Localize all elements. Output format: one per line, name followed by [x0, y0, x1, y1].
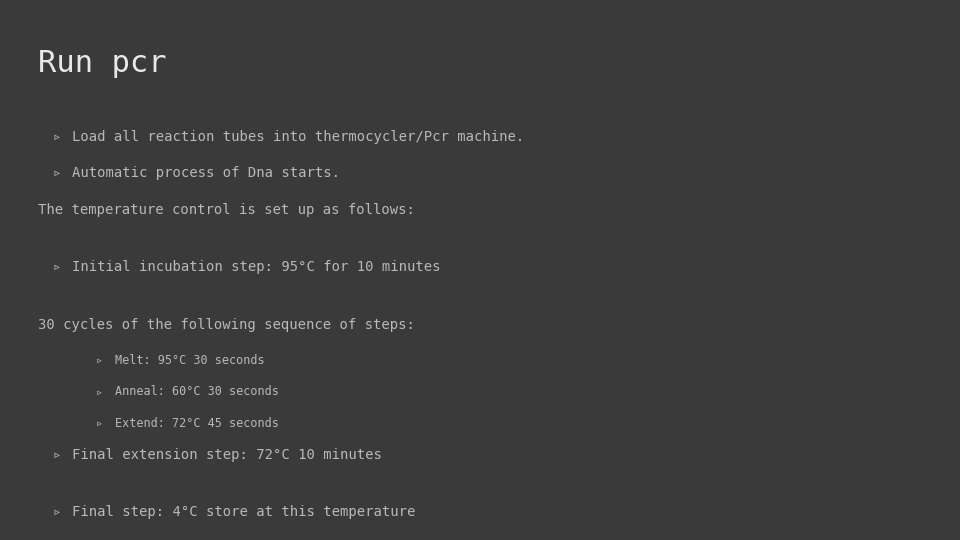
Text: ▹: ▹: [96, 417, 103, 430]
Text: Load all reaction tubes into thermocycler/Pcr machine.: Load all reaction tubes into thermocycle…: [72, 130, 524, 144]
Text: ▹: ▹: [53, 448, 61, 462]
Text: Melt: 95°C 30 seconds: Melt: 95°C 30 seconds: [115, 354, 265, 367]
Text: Run pcr: Run pcr: [38, 49, 167, 78]
Text: Final extension step: 72°C 10 minutes: Final extension step: 72°C 10 minutes: [72, 448, 382, 462]
Text: ▹: ▹: [53, 166, 61, 180]
Text: 30 cycles of the following sequence of steps:: 30 cycles of the following sequence of s…: [38, 318, 416, 332]
Text: The temperature control is set up as follows:: The temperature control is set up as fol…: [38, 203, 416, 217]
Text: Anneal: 60°C 30 seconds: Anneal: 60°C 30 seconds: [115, 386, 279, 399]
Text: Final step: 4°C store at this temperature: Final step: 4°C store at this temperatur…: [72, 505, 416, 519]
Text: Extend: 72°C 45 seconds: Extend: 72°C 45 seconds: [115, 417, 279, 430]
Text: ▹: ▹: [96, 386, 103, 399]
Text: ▹: ▹: [53, 260, 61, 274]
Text: ▹: ▹: [53, 505, 61, 519]
Text: Initial incubation step: 95°C for 10 minutes: Initial incubation step: 95°C for 10 min…: [72, 260, 441, 274]
Text: Automatic process of Dna starts.: Automatic process of Dna starts.: [72, 166, 340, 180]
Text: ▹: ▹: [53, 130, 61, 144]
Text: ▹: ▹: [96, 354, 103, 367]
